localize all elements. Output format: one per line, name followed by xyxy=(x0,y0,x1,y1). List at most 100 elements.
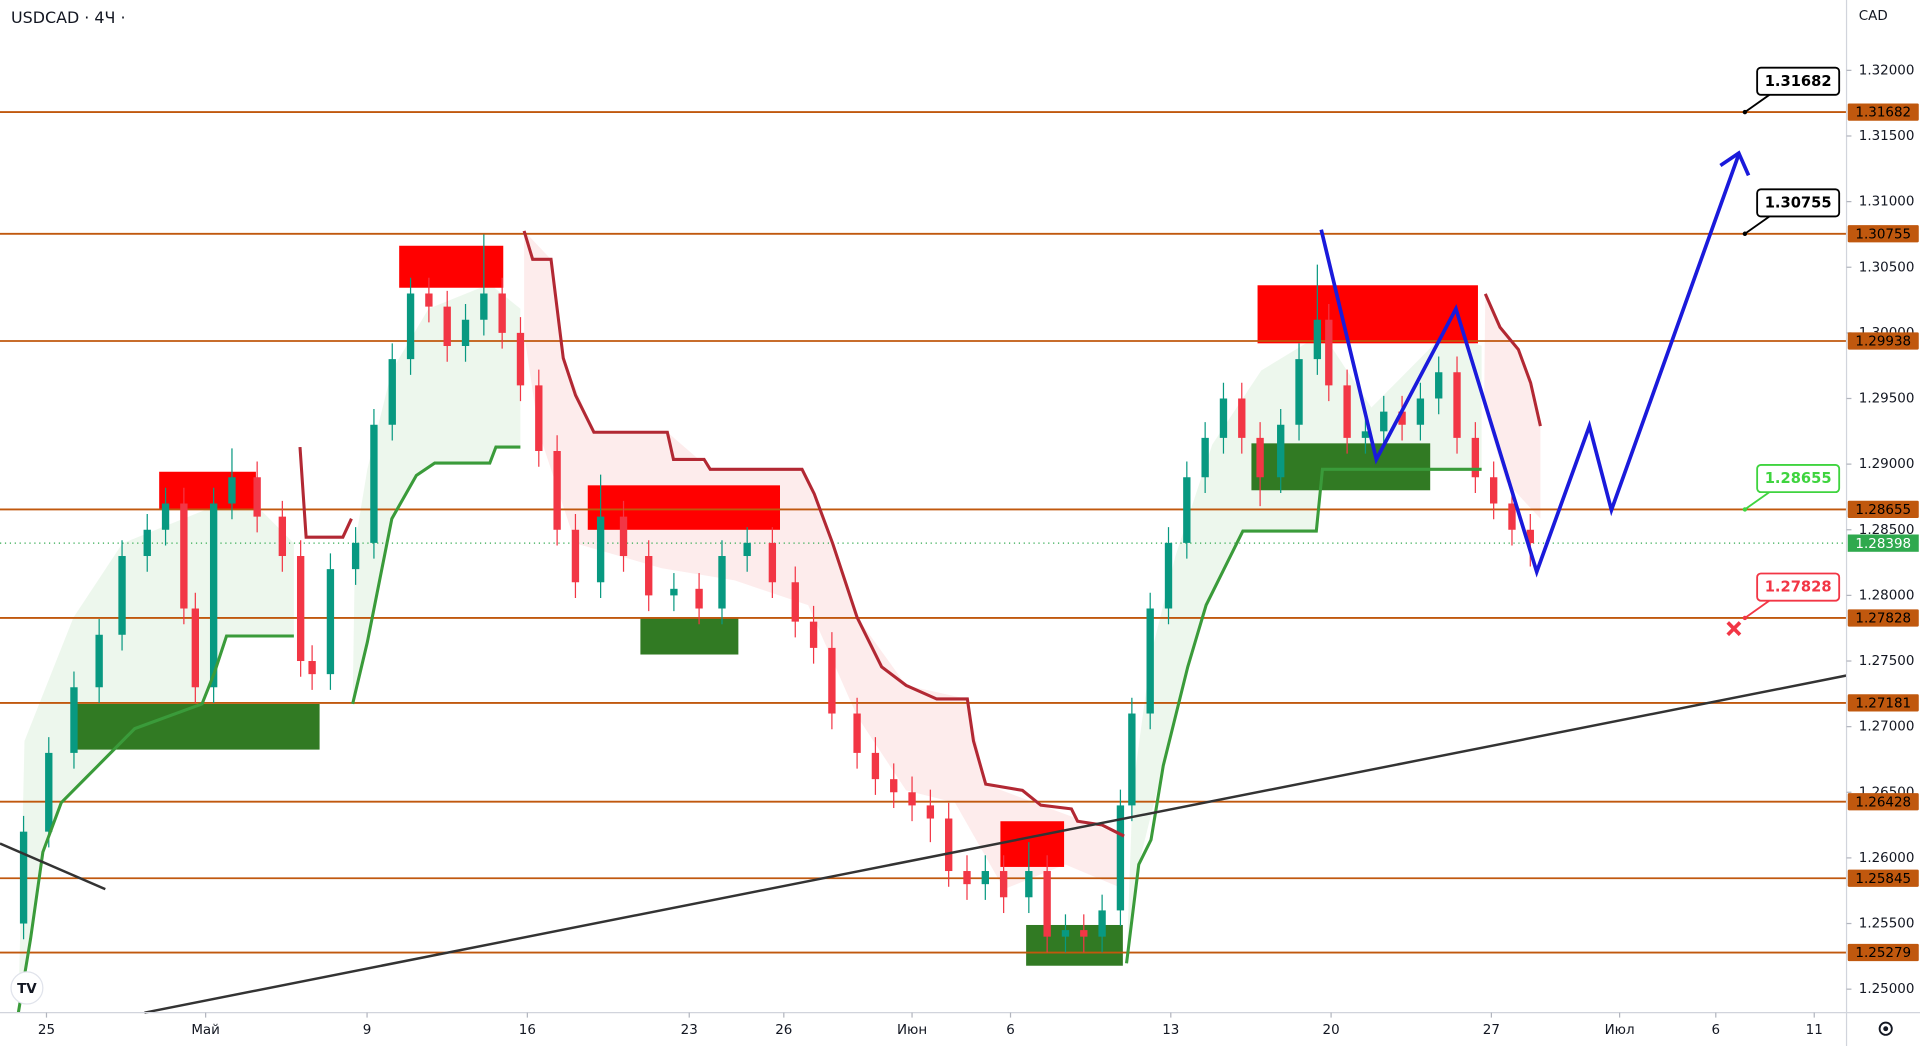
trend-line-down xyxy=(522,230,1125,838)
level-label-bg xyxy=(1847,869,1919,887)
cross-mark xyxy=(1726,621,1742,637)
x-tick-label: Июл xyxy=(1605,1022,1635,1038)
y-tick-label: 1.29000 xyxy=(1859,456,1915,472)
axis-layer: 1.250001.255001.260001.265001.270001.275… xyxy=(38,62,1919,1038)
callout-box xyxy=(1756,66,1841,96)
level-label-bg xyxy=(1847,103,1919,121)
candle-body xyxy=(95,634,103,688)
svg-text:TV: TV xyxy=(17,981,37,997)
callout-anchor xyxy=(1742,615,1748,621)
level-label: 1.27828 xyxy=(1855,611,1911,627)
y-tick-label: 1.31500 xyxy=(1859,128,1915,144)
candle-body xyxy=(890,779,898,793)
candle-body xyxy=(1164,542,1173,609)
y-tick-label: 1.27000 xyxy=(1859,719,1915,735)
callout-pointer xyxy=(1744,599,1770,619)
trendline xyxy=(144,674,1847,1014)
current-price-bg xyxy=(1847,534,1919,552)
candle-body xyxy=(1256,437,1264,478)
y-tick-label: 1.28500 xyxy=(1859,522,1915,538)
candle-body xyxy=(443,306,451,346)
callout-label: 1.27828 xyxy=(1765,579,1832,596)
callout-label: 1.31682 xyxy=(1765,73,1832,90)
trend-fill xyxy=(524,230,1125,890)
candle-body xyxy=(180,503,188,609)
settings-icon[interactable] xyxy=(1878,1021,1893,1036)
candle-body xyxy=(1453,372,1461,438)
level-label-bg xyxy=(1847,500,1919,519)
candle-body xyxy=(963,871,971,885)
callout-pointer xyxy=(1744,94,1770,113)
level-label-bg xyxy=(1847,943,1919,962)
current-price-label: 1.28398 xyxy=(1855,536,1911,552)
trend-fill xyxy=(1484,293,1541,519)
overlay-back xyxy=(18,230,1541,1013)
forecast-path xyxy=(1319,153,1741,578)
candle-body xyxy=(1313,319,1322,360)
candle-body xyxy=(253,477,261,517)
candle-body xyxy=(326,569,335,675)
level-label: 1.31682 xyxy=(1855,105,1911,121)
y-tick-label: 1.30500 xyxy=(1859,259,1915,275)
callout-label: 1.30755 xyxy=(1765,194,1832,211)
candle-body xyxy=(1025,871,1033,898)
candle-body xyxy=(370,424,378,543)
trendline xyxy=(0,842,106,891)
supply-zone xyxy=(1257,285,1478,344)
level-label: 1.27181 xyxy=(1855,695,1911,711)
candle-body xyxy=(118,556,126,635)
candle-body xyxy=(1238,398,1246,438)
candle-body xyxy=(695,588,703,609)
candles-layer xyxy=(19,234,1534,953)
x-tick-label: Май xyxy=(191,1022,220,1038)
candle-body xyxy=(516,332,525,386)
supply-zone xyxy=(399,245,504,288)
candle-body xyxy=(791,582,799,622)
demand-zone xyxy=(73,703,320,750)
callout-anchor xyxy=(1742,109,1748,115)
y-tick-label: 1.25000 xyxy=(1859,981,1915,997)
candle-body xyxy=(1398,411,1406,425)
candle-body xyxy=(1325,319,1333,386)
candle-body xyxy=(498,293,506,333)
candle-body xyxy=(161,503,170,530)
candle-body xyxy=(1183,477,1191,543)
candle-body xyxy=(308,661,316,675)
currency-label: CAD xyxy=(1859,8,1888,24)
level-label-bg xyxy=(1847,225,1919,243)
candle-body xyxy=(143,529,151,557)
candle-body xyxy=(296,556,305,662)
x-tick-label: 6 xyxy=(1006,1022,1015,1038)
level-label: 1.30755 xyxy=(1855,226,1911,242)
candle-body xyxy=(809,621,818,648)
candle-body xyxy=(70,687,78,753)
candle-body xyxy=(1098,910,1106,937)
supply-zone xyxy=(587,485,780,530)
callout-pointer xyxy=(1744,215,1770,235)
candle-body xyxy=(981,871,989,885)
candle-body xyxy=(388,359,396,425)
candle-body xyxy=(1116,805,1125,911)
x-tick-label: 26 xyxy=(775,1022,792,1038)
candle-body xyxy=(351,542,360,570)
forecast-arrow xyxy=(1719,150,1751,177)
x-tick-label: 13 xyxy=(1162,1022,1179,1038)
level-label: 1.29938 xyxy=(1855,334,1911,350)
candle-body xyxy=(1277,424,1285,478)
candle-body xyxy=(999,871,1008,898)
candle-body xyxy=(535,385,543,452)
candle-body xyxy=(871,752,880,780)
level-label: 1.25845 xyxy=(1855,871,1911,887)
x-tick-label: 6 xyxy=(1711,1022,1720,1038)
demand-zone xyxy=(640,617,739,655)
trend-line-up xyxy=(16,634,294,1013)
callout-box xyxy=(1756,464,1841,494)
candle-body xyxy=(553,451,561,530)
candle-body xyxy=(571,529,580,583)
x-tick-label: 23 xyxy=(681,1022,698,1038)
y-tick-label: 1.26000 xyxy=(1859,850,1915,866)
level-label: 1.26428 xyxy=(1855,794,1911,810)
candle-body xyxy=(1061,930,1070,937)
y-tick-label: 1.25500 xyxy=(1859,915,1915,931)
level-label-bg xyxy=(1847,793,1919,811)
